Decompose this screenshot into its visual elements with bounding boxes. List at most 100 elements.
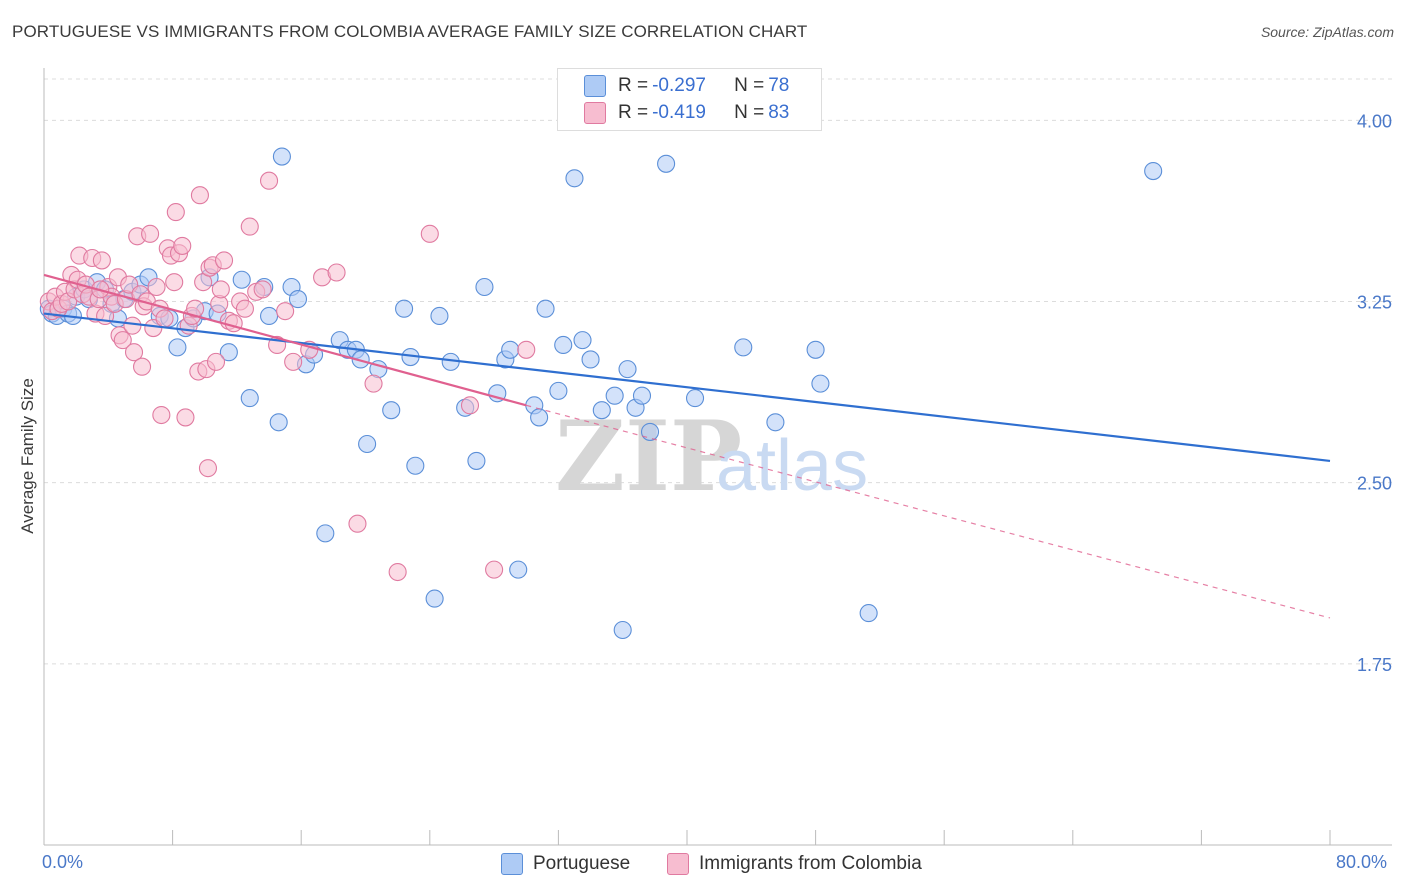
chart-title: PORTUGUESE VS IMMIGRANTS FROM COLOMBIA A… (12, 22, 808, 41)
data-point (685, 389, 705, 408)
data-point (214, 251, 234, 270)
data-point (206, 352, 226, 371)
x-tick-max: 80.0% (1336, 852, 1388, 872)
data-point (224, 314, 243, 333)
watermark-atlas: atlas (716, 426, 868, 506)
data-point (173, 236, 192, 255)
grid-lines: 4.00 3.25 2.50 1.75 (44, 78, 1392, 675)
y-tick-label: 1.75 (1357, 655, 1392, 675)
legend-item-portuguese: Portuguese (501, 852, 630, 876)
data-point (165, 273, 184, 292)
data-point (276, 302, 295, 321)
legend-row-portuguese: R = -0.297 N = 78 (584, 74, 789, 98)
data-point (348, 514, 367, 533)
data-point (284, 352, 303, 371)
axes (43, 68, 1392, 846)
data-point (613, 620, 632, 640)
legend-swatch-pink (584, 102, 606, 124)
data-point (536, 299, 555, 318)
series-portuguese (39, 147, 1163, 640)
data-point (517, 340, 536, 359)
legend-n-value: 83 (768, 102, 790, 123)
data-point (358, 434, 377, 454)
watermark: ZIP atlas (555, 400, 868, 513)
legend-label: Immigrants from Colombia (699, 853, 922, 874)
data-point (364, 374, 383, 393)
trend-lines (43, 273, 1331, 619)
data-point (186, 299, 205, 318)
data-point (382, 401, 401, 420)
data-point (211, 280, 230, 299)
data-point (554, 335, 573, 355)
data-point (530, 408, 549, 427)
data-point (501, 340, 520, 359)
data-point (147, 277, 166, 297)
data-point (327, 263, 346, 282)
data-point (657, 154, 676, 173)
data-point (92, 251, 111, 270)
data-point (806, 340, 825, 359)
data-point (190, 186, 209, 205)
data-point (632, 386, 652, 405)
series-colombia (39, 171, 536, 582)
data-point (113, 331, 132, 350)
chart-source: Source: ZipAtlas.com (1260, 24, 1394, 40)
data-point (734, 338, 753, 357)
data-point (133, 357, 152, 376)
data-point (388, 562, 407, 582)
legend-r-label: R = (618, 102, 649, 123)
data-point (766, 413, 785, 432)
legend-swatch-blue (501, 853, 523, 875)
data-point (581, 350, 600, 369)
data-point (485, 560, 504, 579)
data-point (1144, 161, 1163, 181)
y-tick-label: 4.00 (1357, 111, 1392, 131)
legend-n-value: 78 (768, 75, 790, 96)
data-point (123, 316, 142, 335)
legend-swatch-pink (667, 853, 689, 875)
data-point (235, 299, 254, 318)
data-point (573, 331, 592, 350)
data-point (618, 360, 637, 379)
trend-line (43, 273, 527, 407)
data-point (152, 405, 171, 425)
trend-line (43, 312, 1331, 463)
legend-swatch-blue (584, 75, 606, 97)
legend-r-label: R = (618, 75, 649, 96)
data-point (272, 147, 291, 166)
data-point (565, 169, 584, 188)
data-point (219, 343, 238, 362)
data-point (549, 381, 568, 400)
data-point (155, 309, 174, 328)
correlation-legend: R = -0.297 N = 78 R = -0.419 N = 83 (557, 68, 822, 131)
data-point (232, 270, 251, 289)
data-point (605, 386, 624, 405)
data-point (592, 401, 611, 420)
legend-item-colombia: Immigrants from Colombia (667, 852, 922, 876)
y-tick-label: 3.25 (1357, 292, 1392, 312)
data-point (488, 384, 507, 403)
data-point (240, 217, 259, 236)
trend-line-extension (526, 404, 1331, 619)
data-point (406, 456, 425, 475)
data-point (859, 604, 878, 623)
y-tick-label: 2.50 (1357, 474, 1392, 494)
data-point (475, 277, 494, 297)
data-point (288, 290, 308, 309)
data-point (166, 203, 185, 222)
data-point (259, 306, 279, 326)
legend-n-label: N = (734, 102, 765, 123)
legend-r-value: -0.419 (652, 102, 706, 123)
data-point (395, 299, 414, 318)
data-point (253, 280, 272, 299)
data-point (509, 560, 528, 579)
legend-label: Portuguese (533, 853, 631, 874)
data-point (425, 589, 444, 608)
data-point (640, 422, 660, 441)
data-point (168, 338, 187, 357)
data-point (316, 524, 335, 543)
data-point (467, 451, 486, 470)
watermark-zip: ZIP (555, 400, 742, 513)
data-point (198, 459, 218, 478)
